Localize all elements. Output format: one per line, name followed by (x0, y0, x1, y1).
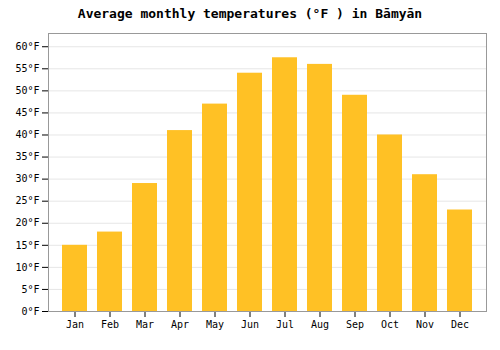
html-text:Average monthly temperatures (: Average monthly temperatures (°F ) in Bā… (77, 6, 423, 21)
svg-text:10°F: 10°F (15, 262, 39, 273)
svg-text:Aug: Aug (311, 319, 329, 330)
svg-text:Apr: Apr (171, 319, 189, 330)
svg-text:45°F: 45°F (15, 107, 39, 118)
svg-text:60°F: 60°F (15, 41, 39, 52)
svg-text:15°F: 15°F (15, 240, 39, 251)
svg-text:5°F: 5°F (21, 284, 39, 295)
svg-text:Mar: Mar (136, 319, 154, 330)
svg-text:40°F: 40°F (15, 129, 39, 140)
svg-text:Jun: Jun (241, 319, 259, 330)
svg-text:35°F: 35°F (15, 151, 39, 162)
svg-text:30°F: 30°F (15, 173, 39, 184)
svg-text:Sep: Sep (346, 319, 364, 330)
svg-text:Dec: Dec (451, 319, 469, 330)
svg-text:0°F: 0°F (21, 306, 39, 317)
svg-text:55°F: 55°F (15, 63, 39, 74)
svg-text:Oct: Oct (381, 319, 399, 330)
svg-text:Nov: Nov (416, 319, 434, 330)
svg-text:May: May (206, 319, 224, 330)
svg-text:25°F: 25°F (15, 195, 39, 206)
svg-text:Jan: Jan (66, 319, 84, 330)
svg-text:Jul: Jul (276, 319, 294, 330)
svg-text:20°F: 20°F (15, 217, 39, 228)
svg-text:Feb: Feb (101, 319, 119, 330)
svg-text:50°F: 50°F (15, 85, 39, 96)
